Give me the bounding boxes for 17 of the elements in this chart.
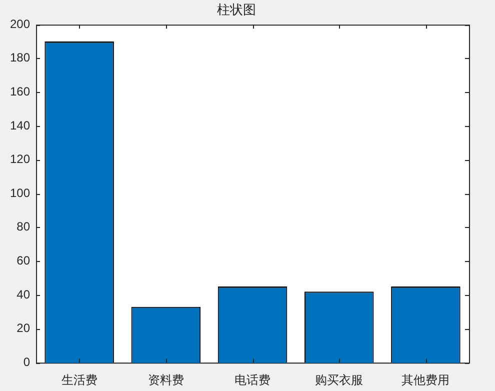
y-tick-label: 0 <box>23 354 30 369</box>
x-tick-label: 生活费 <box>61 372 98 387</box>
y-tick-label: 100 <box>10 186 30 200</box>
x-tick-label: 资料费 <box>148 372 184 387</box>
y-tick-label: 40 <box>16 287 30 302</box>
x-tick-label: 其他费用 <box>402 372 450 387</box>
y-tick-label: 200 <box>10 16 30 31</box>
y-tick-label: 180 <box>10 50 30 65</box>
x-tick-label: 电话费 <box>234 372 271 387</box>
y-tick-label: 60 <box>16 254 30 268</box>
y-tick-label: 80 <box>16 220 30 234</box>
chart-title: 柱状图 <box>217 3 256 18</box>
y-tick-label: 120 <box>10 152 30 166</box>
y-tick-label: 160 <box>10 84 30 99</box>
x-tick-label: 购买衣服 <box>315 372 364 387</box>
y-tick-label: 140 <box>10 118 30 132</box>
y-tick-label: 20 <box>16 321 30 336</box>
